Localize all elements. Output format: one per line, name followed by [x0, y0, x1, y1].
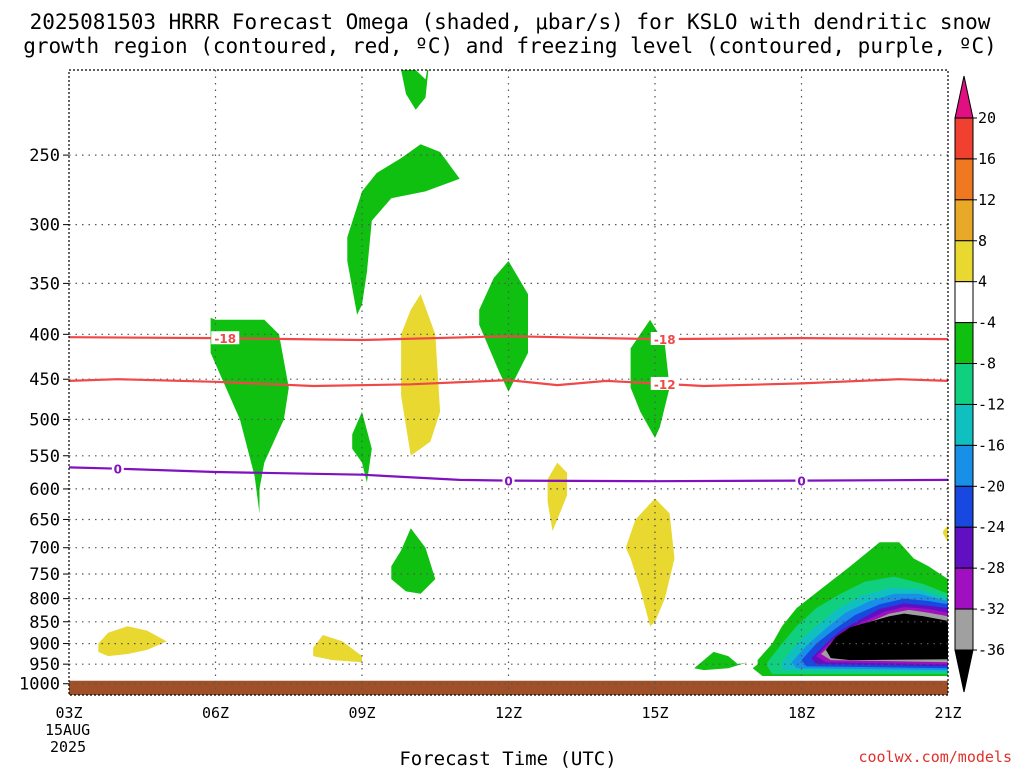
omega-region — [210, 317, 289, 514]
y-tick-label: 900 — [29, 635, 60, 655]
omega-region — [401, 70, 429, 110]
omega-region — [625, 498, 675, 627]
temperature-contour--12 — [69, 378, 948, 388]
colorbar-label: -12 — [978, 395, 1005, 413]
colorbar-segment — [954, 567, 974, 610]
colorbar-segment — [954, 608, 974, 651]
y-axis: 2503003504004505005506006507007508008509… — [19, 146, 69, 695]
colorbar-label: -24 — [978, 518, 1005, 536]
colorbar-segment — [954, 281, 974, 324]
colorbar: 20 16 12 8 4 -4 -8 -12 -16 -20 -24 -28 -32 -36 — [954, 75, 1005, 693]
y-tick-label: 750 — [29, 565, 60, 585]
colorbar-label: -20 — [978, 477, 1005, 495]
colorbar-label: -36 — [978, 641, 1005, 659]
x-axis-label: Forecast Time (UTC) — [399, 748, 616, 768]
x-axis: 03Z 06Z 09Z 12Z 15Z 18Z 21Z — [55, 704, 961, 722]
contour-label-bg — [650, 331, 679, 345]
y-tick-label: 550 — [29, 447, 60, 467]
omega-region — [98, 626, 167, 657]
omega-region — [401, 294, 441, 456]
contour-label: -18 — [214, 332, 236, 346]
x-tick-label: 21Z — [934, 704, 961, 722]
colorbar-label: 20 — [978, 109, 996, 127]
omega-region — [694, 651, 748, 671]
y-tick-label: 1000 — [19, 675, 60, 695]
omega-region — [943, 525, 948, 543]
y-tick-label: 850 — [29, 613, 60, 633]
omega-region — [313, 635, 362, 663]
colorbar-segment — [954, 199, 974, 242]
y-tick-label: 350 — [29, 274, 60, 294]
colorbar-bottom-arrow — [954, 649, 974, 693]
colorbar-label: 12 — [978, 191, 996, 209]
colorbar-label: -32 — [978, 600, 1005, 618]
y-tick-label: 500 — [29, 410, 60, 430]
contour-labels: -18 -18 -12 0 0 0 — [111, 331, 808, 489]
y-tick-label: 250 — [29, 146, 60, 166]
colorbar-label: -28 — [978, 559, 1005, 577]
omega-region — [347, 144, 460, 315]
colorbar-top-arrow — [954, 75, 974, 119]
contour-label-bg — [111, 461, 124, 475]
x-tick-label: 03Z — [55, 704, 82, 722]
contour-label: -12 — [654, 378, 676, 392]
colorbar-label: -8 — [978, 355, 996, 373]
freezing-contour-0 — [69, 466, 948, 483]
colorbar-segment — [954, 444, 974, 487]
colorbar-segment — [954, 322, 974, 365]
x-tick-label: 12Z — [495, 704, 522, 722]
colorbar-label: -4 — [978, 314, 996, 332]
omega-region — [391, 528, 436, 594]
contour-label-bg — [211, 331, 240, 345]
y-tick-label: 650 — [29, 510, 60, 530]
y-tick-label: 800 — [29, 590, 60, 610]
plot-area: -18 -18 -12 0 0 0 250 300 350 400 450 500 550 600 650 7… — [19, 69, 962, 722]
x-tick-label: 15Z — [641, 704, 668, 722]
colorbar-label: 16 — [978, 150, 996, 168]
omega-fills — [98, 70, 948, 676]
colorbar-segment — [954, 485, 974, 528]
omega-region — [479, 261, 528, 392]
x-tick-label: 09Z — [348, 704, 375, 722]
colorbar-label: 8 — [978, 232, 987, 250]
contour-label: 0 — [504, 475, 512, 489]
colorbar-segment — [954, 240, 974, 283]
x-date-day: 15AUG — [45, 721, 90, 739]
omega-region — [825, 613, 948, 661]
credit-text: coolwx.com/models — [858, 748, 1012, 766]
colorbar-segment — [954, 117, 974, 160]
colorbar-segment — [954, 363, 974, 405]
y-tick-label: 950 — [29, 655, 60, 675]
omega-region — [630, 319, 670, 438]
y-tick-label: 400 — [29, 325, 60, 345]
colorbar-segment — [954, 403, 974, 446]
x-tick-label: 18Z — [788, 704, 815, 722]
contour-label: 0 — [114, 463, 122, 477]
contour-label-bg — [650, 376, 679, 390]
contour-label: -18 — [654, 333, 676, 347]
contour-label-bg — [502, 473, 515, 487]
x-tick-label: 06Z — [202, 704, 229, 722]
colorbar-label: 4 — [978, 273, 987, 291]
y-tick-label: 700 — [29, 539, 60, 559]
colorbar-segment — [954, 158, 974, 201]
colorbar-label: -16 — [978, 436, 1005, 454]
x-date-year: 2025 — [50, 738, 86, 756]
contour-label-bg — [795, 473, 808, 487]
colorbar-segment — [954, 526, 974, 569]
y-tick-label: 600 — [29, 480, 60, 500]
y-tick-label: 450 — [29, 370, 60, 390]
contour-label: 0 — [797, 475, 805, 489]
chart-title-line2: growth region (contoured, red, ºC) and f… — [23, 34, 997, 58]
y-tick-label: 300 — [29, 216, 60, 236]
omega-region — [547, 462, 568, 531]
chart-title-line1: 2025081503 HRRR Forecast Omega (shaded, … — [30, 10, 991, 34]
